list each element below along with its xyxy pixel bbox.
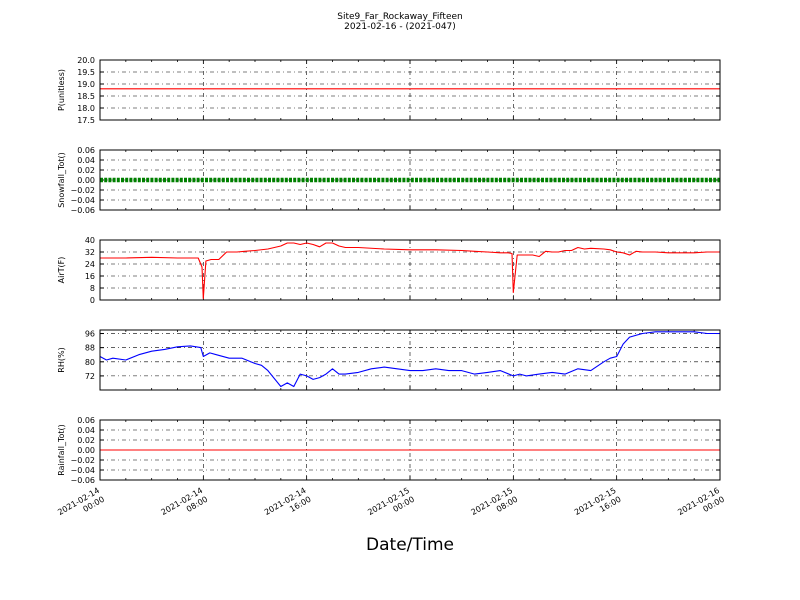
x-axis-label: Date/Time: [366, 535, 454, 555]
y-axis-label: Snowfall_Tot(): [57, 152, 66, 208]
y-tick-label: 8: [90, 284, 95, 293]
panels-group: 20.019.519.018.518.017.5P(unitless)0.060…: [57, 56, 721, 485]
y-tick-label: 0.02: [77, 436, 95, 445]
y-tick-label: 32: [85, 248, 95, 257]
panel-5: 0.060.040.020.00−0.02−0.04−0.06 Rainfall_…: [57, 416, 721, 485]
y-tick-label: 0.06: [77, 416, 95, 425]
x-tick-label: 2021-02-1508:00: [470, 486, 520, 526]
x-tick-label: 2021-02-1516:00: [573, 486, 623, 526]
panel-frame: [99, 149, 721, 211]
y-axis-label: RH(%): [57, 347, 66, 372]
y-tick-label: −0.02: [70, 456, 95, 465]
panel-frame: [99, 239, 721, 301]
panel-3: 40 32 24 16 8 0 AirT(F): [57, 236, 721, 305]
y-tick-label: −0.04: [70, 466, 95, 475]
y-tick-label: 16: [85, 272, 95, 281]
panel-4: 96 88 80 72 RH(%): [57, 329, 721, 391]
series-line: [100, 242, 720, 300]
y-tick-label: 88: [85, 344, 95, 353]
y-tick-label: 0.04: [77, 156, 95, 165]
panel-frame: [99, 59, 721, 121]
y-tick-label: −0.04: [70, 196, 95, 205]
y-tick-label: 24: [85, 260, 95, 269]
y-axis-label: Rainfall_Tot(): [57, 424, 66, 476]
series-line: [99, 331, 720, 388]
panel-2: 0.060.040.020.00−0.02−0.04−0.06 Snowfall_…: [57, 146, 721, 215]
x-tick-labels: 2021-02-1400:00 2021-02-1408:00 2021-02-14…: [56, 486, 726, 526]
x-tick-label: 2021-02-1408:00: [160, 486, 210, 526]
chart-title-line1: Site9_Far_Rockaway_Fifteen: [337, 12, 463, 22]
panel-frame: [99, 329, 721, 391]
y-axis-label: AirT(F): [57, 257, 66, 284]
y-tick-label: −0.06: [70, 476, 95, 485]
y-tick-label: 19.0: [77, 80, 95, 89]
y-tick-label: 0.04: [77, 426, 95, 435]
y-tick-label: 80: [85, 358, 95, 367]
y-tick-label: 17.5: [77, 116, 95, 125]
y-tick-label: 0: [90, 296, 95, 305]
y-axis-label: P(unitless): [57, 69, 66, 111]
y-tick-label: 72: [85, 372, 95, 381]
y-tick-label: 96: [85, 330, 95, 339]
x-tick-label: 2021-02-1600:00: [676, 486, 726, 526]
x-tick-label: 2021-02-1416:00: [263, 486, 313, 526]
y-tick-label: 18.5: [77, 92, 95, 101]
y-tick-label: 18.0: [77, 104, 95, 113]
y-tick-label: −0.06: [70, 206, 95, 215]
chart-title-line2: 2021-02-16 - (2021-047): [344, 22, 456, 32]
y-tick-label: 20.0: [77, 56, 95, 65]
x-tick-label: 2021-02-1500:00: [366, 486, 416, 526]
y-tick-label: 0.00: [77, 176, 95, 185]
y-tick-label: 19.5: [77, 68, 95, 77]
panel-frame: [99, 419, 721, 481]
y-tick-label: 0.06: [77, 146, 95, 155]
y-tick-label: 0.00: [77, 446, 95, 455]
y-tick-label: 40: [85, 236, 95, 245]
panel-1: 20.0 19.5 19.0 18.5 18.0 17.5 P(unitless): [57, 56, 721, 125]
y-tick-label: −0.02: [70, 186, 95, 195]
x-tick-label: 2021-02-1400:00: [56, 486, 106, 526]
y-tick-label: 0.02: [77, 166, 95, 175]
